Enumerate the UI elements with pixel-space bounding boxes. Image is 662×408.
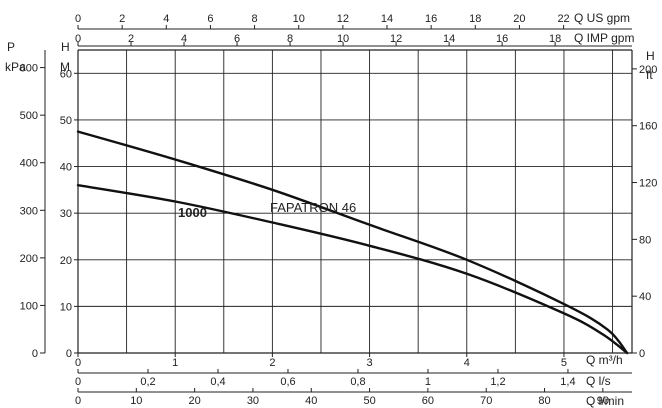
left-kpa-label: P — [7, 40, 15, 54]
top2-unit-label: Q IMP gpm — [574, 31, 634, 45]
left-kpa-tick-label: 500 — [20, 110, 38, 122]
series-label-1000: 1000 — [178, 205, 207, 220]
left-m-tick-label: 0 — [66, 348, 72, 360]
left-kpa-tick-label: 0 — [32, 348, 38, 360]
bottom2-axis-tick-label: 0,4 — [210, 376, 225, 388]
bottom3-axis-tick-label: 50 — [363, 395, 375, 407]
bottom2-axis-tick-label: 0,6 — [280, 376, 295, 388]
bottom3-axis-tick-label: 20 — [189, 395, 201, 407]
left-m-tick-label: 20 — [60, 255, 72, 267]
left-m-tick-label: 10 — [60, 301, 72, 313]
bottom1-axis-tick-label: 1 — [172, 357, 178, 369]
left-kpa-tick-label: 400 — [20, 158, 38, 170]
top2-axis-tick-label: 18 — [549, 33, 561, 45]
top1-axis-tick-label: 20 — [513, 13, 525, 25]
bottom3-unit-label: Q l/min — [586, 394, 624, 408]
top2-axis-tick-label: 14 — [443, 33, 455, 45]
right-ft-tick-label: 0 — [639, 348, 645, 360]
bottom1-unit-label: Q m³/h — [586, 353, 623, 367]
right-ft-tick-label: 40 — [639, 291, 651, 303]
top1-axis-tick-label: 0 — [75, 13, 81, 25]
bottom1-axis-tick-label: 4 — [464, 357, 470, 369]
top1-axis-tick-label: 14 — [381, 13, 393, 25]
top2-axis-tick-label: 10 — [337, 33, 349, 45]
top2-axis-tick-label: 0 — [75, 33, 81, 45]
top1-axis-tick-label: 16 — [425, 13, 437, 25]
bottom1-axis-tick-label: 5 — [561, 357, 567, 369]
left-m-tick-label: 30 — [60, 208, 72, 220]
bottom1-axis-tick-label: 3 — [367, 357, 373, 369]
right-ft-label: H — [646, 49, 655, 63]
bottom2-axis-tick-label: 1,2 — [490, 376, 505, 388]
right-ft-unit: ft — [646, 68, 653, 82]
top1-unit-label: Q US gpm — [574, 11, 630, 25]
top1-axis-tick-label: 12 — [337, 13, 349, 25]
bottom3-axis-tick-label: 80 — [538, 395, 550, 407]
bottom2-axis-tick-label: 0 — [75, 376, 81, 388]
series-fapatron-46-curve — [76, 130, 629, 355]
bottom3-axis-tick-label: 70 — [480, 395, 492, 407]
top1-axis-tick-label: 2 — [119, 13, 125, 25]
bottom3-axis-tick-label: 0 — [75, 395, 81, 407]
right-ft-tick-label: 200 — [639, 64, 657, 76]
bottom3-axis-tick-label: 40 — [305, 395, 317, 407]
series-1000-curve — [76, 184, 629, 355]
left-m-tick-label: 60 — [60, 68, 72, 80]
left-kpa-unit: kPa — [5, 60, 26, 74]
top2-axis-tick-label: 8 — [287, 33, 293, 45]
left-kpa-tick-label: 600 — [20, 63, 38, 75]
top1-axis-tick-label: 4 — [163, 13, 169, 25]
left-m-tick-label: 40 — [60, 162, 72, 174]
top1-axis-tick-label: 6 — [207, 13, 213, 25]
bottom2-axis-tick-label: 1 — [425, 376, 431, 388]
curves — [76, 130, 629, 355]
top1-axis-tick-label: 10 — [293, 13, 305, 25]
left-kpa-tick-label: 300 — [20, 205, 38, 217]
right-ft-tick-label: 120 — [639, 178, 657, 190]
top2-axis-tick-label: 6 — [234, 33, 240, 45]
bottom2-axis-tick-label: 0,8 — [350, 376, 365, 388]
top1-axis-tick-label: 18 — [469, 13, 481, 25]
grid — [78, 50, 632, 353]
top1-axis-tick-label: 22 — [557, 13, 569, 25]
bottom3-axis-tick-label: 30 — [247, 395, 259, 407]
bottom3-axis-tick-label: 10 — [130, 395, 142, 407]
right-ft-tick-label: 160 — [639, 121, 657, 133]
bottom2-axis-tick-label: 0,2 — [140, 376, 155, 388]
top1-axis-tick-label: 8 — [252, 13, 258, 25]
bottom2-axis-tick-label: 1,4 — [560, 376, 575, 388]
left-kpa-tick-label: 200 — [20, 253, 38, 265]
bottom1-axis-tick-label: 0 — [75, 357, 81, 369]
axes: 0 2 4 6 8 10 12 14 16 18 20 220 2 4 6 8 10 12 14 16 180 1 2 3 4 5… — [20, 13, 658, 407]
top2-axis-tick-label: 16 — [496, 33, 508, 45]
top2-axis-tick-label: 2 — [128, 33, 134, 45]
series-label-fapatron-46: FAPATRON 46 — [270, 200, 356, 215]
left-m-tick-label: 50 — [60, 115, 72, 127]
bottom3-axis-tick-label: 90 — [597, 395, 609, 407]
bottom1-axis-tick-label: 2 — [269, 357, 275, 369]
bottom3-axis-tick-label: 60 — [422, 395, 434, 407]
bottom2-unit-label: Q l/s — [586, 374, 611, 388]
left-m-unit: M — [60, 60, 70, 74]
left-m-label: H — [61, 40, 70, 54]
right-ft-tick-label: 80 — [639, 234, 651, 246]
left-kpa-tick-label: 100 — [20, 300, 38, 312]
top2-axis-tick-label: 4 — [181, 33, 187, 45]
top2-axis-tick-label: 12 — [390, 33, 402, 45]
